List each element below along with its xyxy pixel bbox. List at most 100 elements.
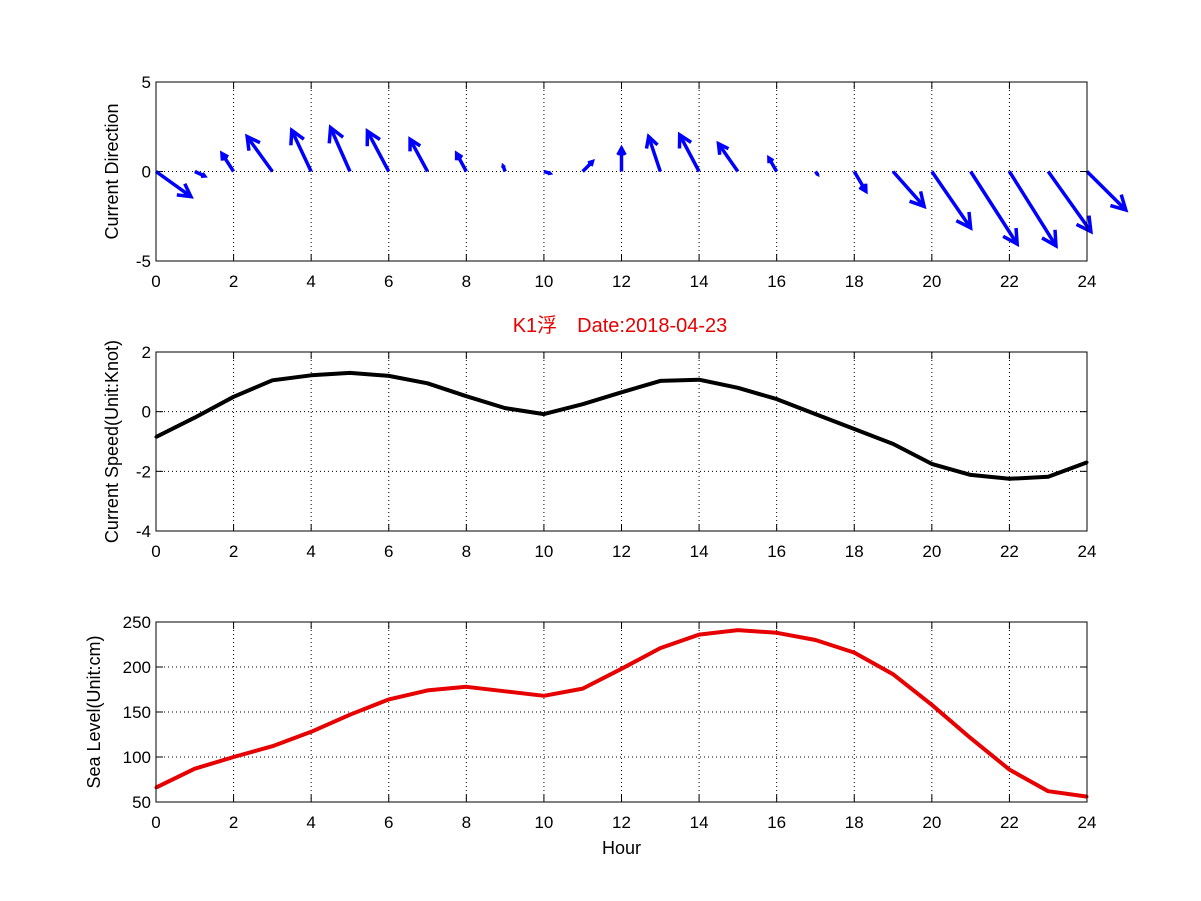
direction-arrow xyxy=(716,140,740,173)
direction-arrow xyxy=(289,127,313,173)
x-tick-label: 24 xyxy=(1078,813,1097,832)
direction-arrow xyxy=(327,124,352,173)
direction-arrow xyxy=(154,170,194,199)
y-tick-label: 5 xyxy=(142,73,151,92)
y-axis-label: Sea Level(Unit:cm) xyxy=(84,635,104,788)
direction-arrow xyxy=(245,133,274,173)
data-point xyxy=(193,767,197,771)
plot-area xyxy=(156,352,1087,531)
direction-arrow xyxy=(219,150,236,173)
x-tick-label: 14 xyxy=(690,272,709,291)
x-tick-label: 6 xyxy=(384,542,393,561)
x-tick-label: 6 xyxy=(384,272,393,291)
y-tick-label: -2 xyxy=(136,462,151,481)
data-point xyxy=(620,667,623,671)
direction-arrow xyxy=(1046,170,1093,235)
direction-arrow xyxy=(852,170,868,195)
data-point xyxy=(1007,477,1011,481)
data-point xyxy=(542,412,546,416)
plot-area xyxy=(156,622,1087,802)
data-point xyxy=(1046,789,1050,793)
data-point xyxy=(464,685,468,689)
axes-frame xyxy=(155,351,1088,532)
x-tick-label: 10 xyxy=(534,542,553,561)
data-point xyxy=(697,633,701,637)
x-tick-label: 0 xyxy=(151,813,160,832)
data-point xyxy=(930,462,934,466)
figure-title: K1浮 Date:2018-04-23 xyxy=(513,314,728,337)
data-point xyxy=(193,416,197,420)
data-point xyxy=(736,628,740,632)
data-point xyxy=(891,672,895,676)
y-tick-label: -4 xyxy=(136,522,151,541)
x-tick-label: 2 xyxy=(229,813,238,832)
x-tick-label: 16 xyxy=(767,813,786,832)
data-point xyxy=(387,374,391,378)
y-tick-label: 100 xyxy=(123,748,151,767)
direction-arrow xyxy=(969,170,1020,248)
direction-arrow xyxy=(1007,170,1058,249)
direction-arrow xyxy=(543,169,554,176)
direction-arrow xyxy=(677,131,701,173)
direction-arrow xyxy=(194,169,208,178)
x-tick-label: 6 xyxy=(384,813,393,832)
data-point xyxy=(736,386,740,390)
x-tick-label: 24 xyxy=(1078,272,1097,291)
data-point xyxy=(658,379,662,383)
data-point xyxy=(387,697,391,701)
data-point xyxy=(270,378,274,382)
direction-arrow xyxy=(581,159,595,173)
x-tick-label: 16 xyxy=(767,542,786,561)
x-tick-label: 10 xyxy=(534,272,553,291)
data-point xyxy=(309,730,313,734)
x-tick-label: 20 xyxy=(922,813,941,832)
data-point xyxy=(464,394,468,398)
x-tick-label: 22 xyxy=(1000,542,1019,561)
data-point xyxy=(969,736,973,740)
direction-arrow xyxy=(891,170,927,210)
data-point xyxy=(813,638,817,642)
data-point xyxy=(581,402,585,406)
data-point xyxy=(852,651,856,655)
direction-arrow xyxy=(454,150,468,173)
direction-arrow xyxy=(814,170,820,178)
x-tick-label: 12 xyxy=(612,813,631,832)
data-point xyxy=(775,397,779,401)
data-point xyxy=(891,442,895,446)
x-tick-label: 18 xyxy=(845,272,864,291)
direction-arrow xyxy=(930,170,973,231)
x-tick-label: 0 xyxy=(151,542,160,561)
x-tick-label: 14 xyxy=(690,542,709,561)
data-point xyxy=(581,687,585,691)
x-tick-label: 22 xyxy=(1000,272,1019,291)
data-point xyxy=(852,427,856,431)
x-tick-label: 20 xyxy=(922,542,941,561)
x-tick-label: 18 xyxy=(845,813,864,832)
x-tick-label: 14 xyxy=(690,813,709,832)
x-axis-label: Hour xyxy=(602,838,641,858)
data-point xyxy=(426,381,430,385)
data-point xyxy=(309,373,313,377)
x-tick-label: 18 xyxy=(845,542,864,561)
direction-arrow xyxy=(767,154,779,173)
data-point xyxy=(775,631,779,635)
data-point xyxy=(270,744,274,748)
y-axis-label: Current Direction xyxy=(102,103,122,239)
x-tick-label: 4 xyxy=(306,542,315,561)
x-tick-label: 2 xyxy=(229,272,238,291)
data-point xyxy=(232,755,236,759)
y-tick-label: 0 xyxy=(142,403,151,422)
data-point xyxy=(1046,475,1050,479)
data-point xyxy=(542,694,546,698)
data-point xyxy=(969,473,973,477)
x-tick-label: 4 xyxy=(306,813,315,832)
data-point xyxy=(658,646,662,650)
x-tick-label: 2 xyxy=(229,542,238,561)
y-tick-label: 0 xyxy=(142,163,151,182)
direction-arrow xyxy=(408,136,430,173)
x-tick-label: 0 xyxy=(151,272,160,291)
data-point xyxy=(1007,768,1011,772)
x-tick-label: 8 xyxy=(462,272,471,291)
direction-arrow xyxy=(616,144,627,172)
